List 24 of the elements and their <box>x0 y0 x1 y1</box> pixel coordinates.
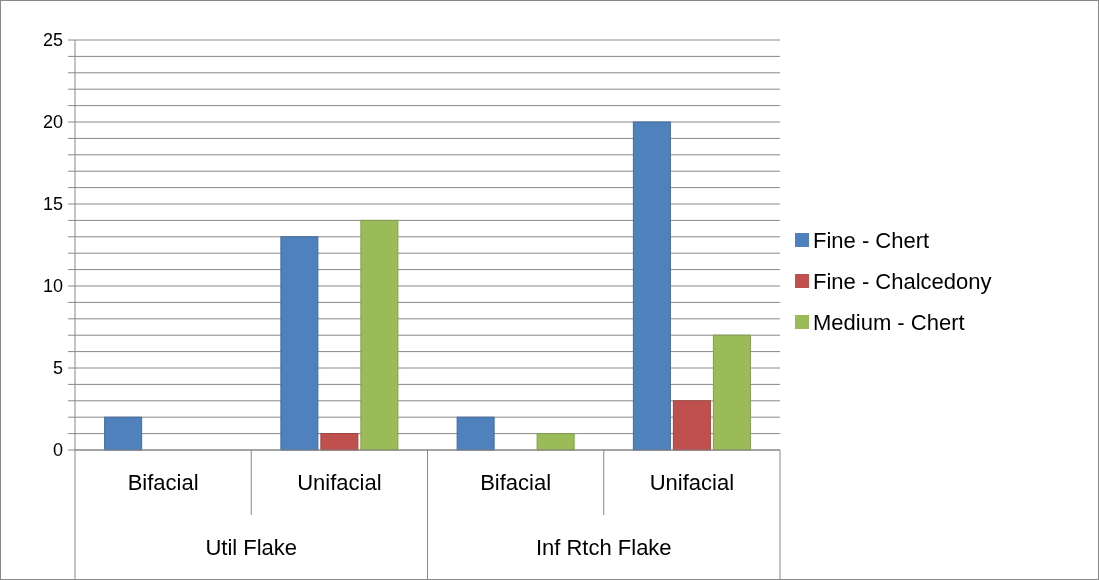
text: Inf Rtch Flake <box>535 535 672 560</box>
bar <box>320 433 359 451</box>
bar <box>712 334 751 451</box>
text: Util Flake <box>205 535 298 560</box>
y-tick-label: 10 <box>42 276 63 297</box>
legend-label: Fine - Chert <box>813 227 930 253</box>
x-tick-label: Unifacial <box>297 470 382 495</box>
bar <box>672 400 711 451</box>
y-tick-label: 25 <box>42 30 63 51</box>
y-tick-label: 0 <box>52 440 63 461</box>
y-tick-label: 5 <box>52 358 63 379</box>
legend-label: Fine - Chalcedony <box>813 268 992 294</box>
x-tick-label: Unifacial <box>649 470 735 495</box>
bar <box>456 416 495 451</box>
y-tick-label: 15 <box>42 194 63 215</box>
bar <box>360 219 399 451</box>
bar <box>632 121 671 451</box>
x-tick-label: Bifacial <box>480 470 552 495</box>
bar <box>104 416 143 451</box>
legend-label: Medium - Chert <box>813 309 965 335</box>
bar <box>280 236 319 451</box>
bar <box>536 433 575 451</box>
x-tick-label: Bifacial <box>127 470 199 495</box>
y-tick-label: 20 <box>42 112 63 133</box>
